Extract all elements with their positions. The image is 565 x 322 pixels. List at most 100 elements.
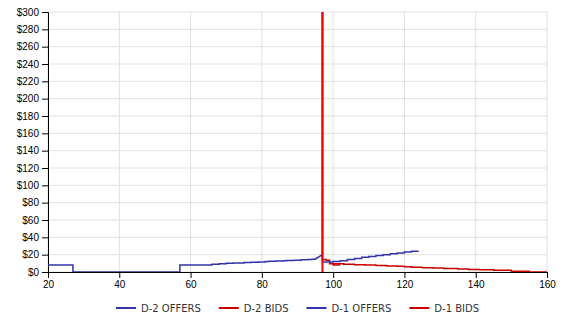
x-tick-mark bbox=[404, 272, 405, 278]
x-grid-line bbox=[261, 12, 262, 272]
y-tick: $120 bbox=[17, 163, 48, 174]
y-grid-line bbox=[48, 64, 547, 65]
x-tick: 100 bbox=[325, 272, 342, 290]
legend-label: D-2 OFFERS bbox=[141, 303, 201, 314]
lines bbox=[48, 12, 547, 272]
x-tick-mark bbox=[262, 272, 263, 278]
y-grid-line bbox=[48, 12, 547, 13]
y-tick-mark bbox=[42, 203, 48, 204]
y-tick-label: $100 bbox=[17, 180, 40, 191]
x-tick-label: 140 bbox=[468, 279, 485, 290]
y-tick: $280 bbox=[17, 24, 48, 35]
x-tick-mark bbox=[547, 272, 548, 278]
y-grid-line bbox=[48, 116, 547, 117]
x-grid-line bbox=[475, 12, 476, 272]
y-tick-label: $120 bbox=[17, 163, 40, 174]
y-tick: $40 bbox=[22, 232, 48, 243]
plot: 20 40 60 80 100 120 140 160 $0 $20 $40 $60 $80 $100 $1… bbox=[17, 7, 557, 290]
y-tick: $60 bbox=[22, 215, 48, 226]
x-grid-line bbox=[190, 12, 191, 272]
y-grid-line bbox=[48, 46, 547, 47]
y-tick-mark bbox=[42, 47, 48, 48]
y-tick-mark bbox=[42, 185, 48, 186]
y-grid-line bbox=[48, 133, 547, 134]
x-axis: 20 40 60 80 100 120 140 160 bbox=[43, 272, 556, 290]
y-tick: $220 bbox=[17, 76, 48, 87]
y-grid-line bbox=[48, 202, 547, 203]
y-axis: $0 $20 $40 $60 $80 $100 $120 $140 $160 $180 $200 $2… bbox=[17, 7, 49, 278]
y-tick: $140 bbox=[17, 145, 48, 156]
y-tick-label: $160 bbox=[17, 128, 40, 139]
y-grid-line bbox=[48, 185, 547, 186]
y-tick: $260 bbox=[17, 41, 48, 52]
y-tick-mark bbox=[42, 116, 48, 117]
legend: D-2 OFFERS D-2 BIDS D-1 OFFERS D-1 BIDS bbox=[116, 303, 479, 314]
y-grid-line bbox=[48, 29, 547, 30]
legend-label: D-1 OFFERS bbox=[332, 303, 392, 314]
y-tick: $20 bbox=[22, 249, 48, 260]
vertical-line bbox=[321, 12, 323, 272]
y-tick-mark bbox=[42, 151, 48, 152]
y-tick-label: $200 bbox=[17, 93, 40, 104]
y-tick: $100 bbox=[17, 180, 48, 191]
y-tick-label: $300 bbox=[17, 7, 40, 18]
x-grid-line bbox=[119, 12, 120, 272]
legend-label: D-1 BIDS bbox=[434, 303, 479, 314]
legend-swatch bbox=[307, 307, 327, 309]
y-tick-label: $180 bbox=[17, 111, 40, 122]
y-grid-line bbox=[48, 254, 547, 255]
y-tick-mark bbox=[42, 64, 48, 65]
y-grid-line bbox=[48, 150, 547, 151]
legend-swatch bbox=[219, 307, 239, 309]
x-tick: 40 bbox=[114, 272, 126, 290]
x-tick: 140 bbox=[468, 272, 485, 290]
y-tick-label: $260 bbox=[17, 41, 40, 52]
x-tick-label: 20 bbox=[43, 279, 55, 290]
legend-swatch bbox=[409, 307, 429, 309]
x-tick-mark bbox=[191, 272, 192, 278]
y-tick-mark bbox=[42, 133, 48, 134]
grid bbox=[48, 12, 547, 272]
x-tick-label: 60 bbox=[186, 279, 198, 290]
x-tick: 60 bbox=[186, 272, 198, 290]
x-tick-label: 40 bbox=[114, 279, 126, 290]
series-line bbox=[333, 264, 547, 272]
series-line bbox=[48, 255, 322, 272]
legend-label: D-2 BIDS bbox=[244, 303, 289, 314]
chart: 20 40 60 80 100 120 140 160 $0 $20 $40 $60 $80 $100 $1… bbox=[0, 0, 565, 322]
x-grid-line bbox=[404, 12, 405, 272]
y-tick-label: $60 bbox=[22, 215, 39, 226]
y-tick-mark bbox=[42, 81, 48, 82]
x-axis-line bbox=[49, 273, 548, 279]
x-tick-label: 120 bbox=[397, 279, 414, 290]
series-line bbox=[322, 12, 340, 265]
y-grid-line bbox=[48, 168, 547, 169]
y-tick: $180 bbox=[17, 111, 48, 122]
y-tick: $160 bbox=[17, 128, 48, 139]
x-tick-label: 80 bbox=[257, 279, 269, 290]
y-tick-label: $40 bbox=[22, 232, 39, 243]
y-tick: $200 bbox=[17, 93, 48, 104]
y-tick-label: $20 bbox=[22, 249, 39, 260]
y-grid-line bbox=[48, 237, 547, 238]
y-tick-mark bbox=[42, 255, 48, 256]
x-tick-mark bbox=[333, 272, 334, 278]
y-tick-label: $0 bbox=[28, 267, 40, 278]
x-tick: 80 bbox=[257, 272, 269, 290]
x-tick-mark bbox=[119, 272, 120, 278]
y-tick-label: $280 bbox=[17, 24, 40, 35]
legend-item: D-1 BIDS bbox=[409, 303, 479, 314]
y-tick: $240 bbox=[17, 59, 48, 70]
x-tick-mark bbox=[476, 272, 477, 278]
legend-item: D-2 BIDS bbox=[219, 303, 289, 314]
x-tick: 120 bbox=[397, 272, 414, 290]
y-tick-mark bbox=[42, 99, 48, 100]
legend-item: D-2 OFFERS bbox=[116, 303, 201, 314]
y-tick-mark bbox=[42, 29, 48, 30]
x-tick: 160 bbox=[539, 272, 556, 290]
y-tick: $80 bbox=[22, 197, 48, 208]
y-tick-mark bbox=[42, 12, 48, 13]
x-tick-label: 100 bbox=[325, 279, 342, 290]
y-tick-label: $80 bbox=[22, 197, 39, 208]
x-tick-label: 160 bbox=[539, 279, 556, 290]
